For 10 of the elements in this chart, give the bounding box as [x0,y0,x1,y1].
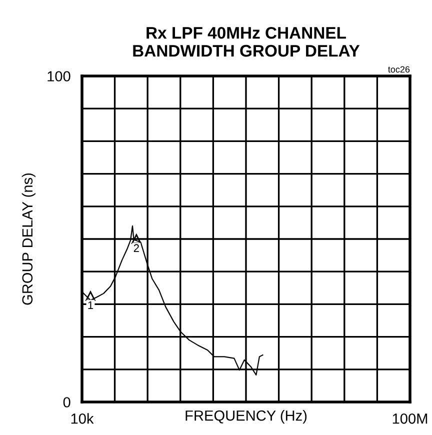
text: toc26 [388,66,410,73]
annotation: 1 [88,301,94,309]
chart-title: Rx LPF 40MHz CHANNEL BANDWIDTH GROUP DELAY [133,26,360,57]
annotation: 2 [134,244,139,252]
x-axis-title: FREQUENCY (Hz) [186,410,307,424]
y-tick-label: 100 [48,71,70,82]
y-tick-label: 0 [63,397,70,408]
y-axis-title: GROUP DELAY (ns) [22,173,36,305]
x-tick-label: 10k [71,413,94,424]
x-tick-label: 100M [392,413,428,424]
